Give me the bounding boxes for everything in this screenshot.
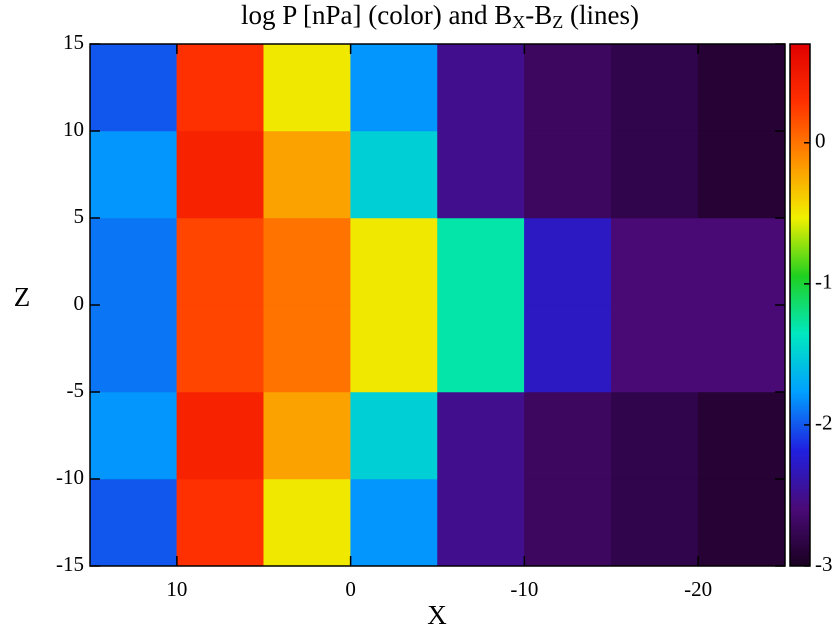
title-part: (lines) bbox=[563, 0, 639, 30]
heat-cell bbox=[697, 217, 786, 306]
title-part: log P [nPa] (color) and B bbox=[241, 0, 512, 30]
heat-cell bbox=[263, 43, 351, 132]
colorbar-tick-label: -2 bbox=[815, 411, 833, 435]
heat-cell bbox=[437, 304, 525, 393]
heat-cell bbox=[350, 130, 438, 219]
heat-cell bbox=[350, 43, 438, 132]
x-tick-label: 0 bbox=[345, 577, 356, 601]
plot-area bbox=[89, 43, 786, 567]
x-tick-label: -20 bbox=[684, 577, 712, 601]
y-tick-label: -5 bbox=[67, 378, 85, 402]
heat-cell bbox=[89, 478, 178, 567]
heat-cell bbox=[350, 304, 438, 393]
heat-cell bbox=[263, 130, 351, 219]
x-axis-label: X bbox=[427, 600, 447, 630]
heat-cell bbox=[524, 130, 612, 219]
y-tick-label: -10 bbox=[56, 465, 84, 489]
y-tick-label: 0 bbox=[74, 291, 85, 315]
x-tick-label: 10 bbox=[166, 577, 187, 601]
heat-cell bbox=[350, 391, 438, 480]
heat-cell bbox=[611, 391, 699, 480]
heat-cell bbox=[524, 304, 612, 393]
title-part: X bbox=[512, 12, 525, 32]
heat-cell bbox=[524, 478, 612, 567]
heat-cell bbox=[89, 130, 178, 219]
heat-cell bbox=[437, 43, 525, 132]
heat-cell bbox=[697, 130, 786, 219]
heat-cell bbox=[176, 130, 264, 219]
heat-cell bbox=[176, 43, 264, 132]
y-tick-label: 10 bbox=[63, 117, 84, 141]
heat-cell bbox=[176, 217, 264, 306]
heat-cell bbox=[263, 391, 351, 480]
heat-cell bbox=[263, 304, 351, 393]
colorbar-tick-label: -3 bbox=[815, 552, 833, 576]
heat-cell bbox=[697, 478, 786, 567]
heat-cell bbox=[176, 304, 264, 393]
chart-title: log P [nPa] (color) and BX-BZ (lines) bbox=[241, 0, 639, 32]
heat-cell bbox=[89, 304, 178, 393]
x-tick-label: -10 bbox=[510, 577, 538, 601]
title-part: Z bbox=[552, 12, 563, 32]
heat-cell bbox=[697, 304, 786, 393]
heat-cell bbox=[697, 43, 786, 132]
heat-cell bbox=[611, 304, 699, 393]
heat-cell bbox=[611, 130, 699, 219]
heat-cell bbox=[263, 478, 351, 567]
heat-cell bbox=[611, 217, 699, 306]
heat-cell bbox=[437, 130, 525, 219]
heat-cell bbox=[89, 43, 178, 132]
colorbar-tick-label: -1 bbox=[815, 270, 833, 294]
heat-cell bbox=[437, 391, 525, 480]
heat-cell bbox=[89, 391, 178, 480]
colorbar bbox=[789, 43, 811, 567]
heat-cell bbox=[89, 217, 178, 306]
heat-cell bbox=[524, 217, 612, 306]
colorbar-tick-label: 0 bbox=[815, 129, 826, 153]
heat-cell bbox=[176, 478, 264, 567]
y-tick-label: 5 bbox=[74, 204, 85, 228]
heat-cell bbox=[611, 43, 699, 132]
title-part: -B bbox=[525, 0, 552, 30]
y-tick-label: -15 bbox=[56, 552, 84, 576]
y-axis-label: Z bbox=[14, 282, 31, 312]
heat-cell bbox=[437, 217, 525, 306]
heat-cell bbox=[611, 478, 699, 567]
heat-cell bbox=[697, 391, 786, 480]
heat-cell bbox=[437, 478, 525, 567]
heat-cell bbox=[350, 478, 438, 567]
heat-cell bbox=[524, 43, 612, 132]
heat-cell bbox=[263, 217, 351, 306]
y-tick-label: 15 bbox=[63, 30, 84, 54]
heat-cell bbox=[524, 391, 612, 480]
heat-cell bbox=[176, 391, 264, 480]
heat-cell bbox=[350, 217, 438, 306]
